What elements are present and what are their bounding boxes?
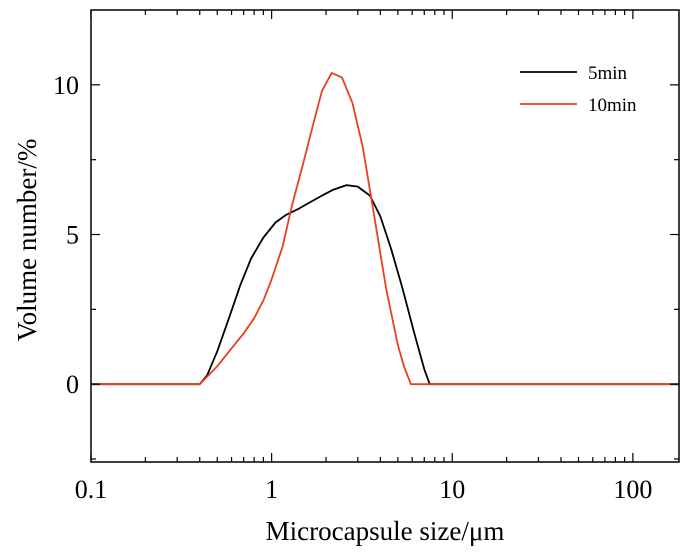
- x-tick-label: 0.1: [75, 475, 108, 504]
- legend-label-1: 5min: [588, 63, 628, 84]
- tick-labels: 0.1 1 10 100 0 5 10: [53, 71, 652, 504]
- y-axis-title: Volume number/%: [12, 139, 42, 342]
- series-line-2: [91, 72, 679, 386]
- x-axis-title: Microcapsule size/μm: [266, 516, 505, 546]
- data-curves: [91, 72, 679, 386]
- y-tick-label: 5: [66, 221, 79, 250]
- series-line-1: [91, 184, 679, 386]
- legend: 5min 10min: [520, 63, 637, 116]
- x-tick-label: 10: [439, 475, 465, 504]
- x-tick-label: 100: [613, 475, 652, 504]
- axis-ticks: [90, 10, 679, 462]
- y-tick-label: 0: [66, 370, 79, 399]
- legend-label-2: 10min: [588, 95, 637, 116]
- y-tick-label: 10: [53, 71, 79, 100]
- x-tick-label: 1: [265, 475, 278, 504]
- plot-frame: [90, 9, 680, 463]
